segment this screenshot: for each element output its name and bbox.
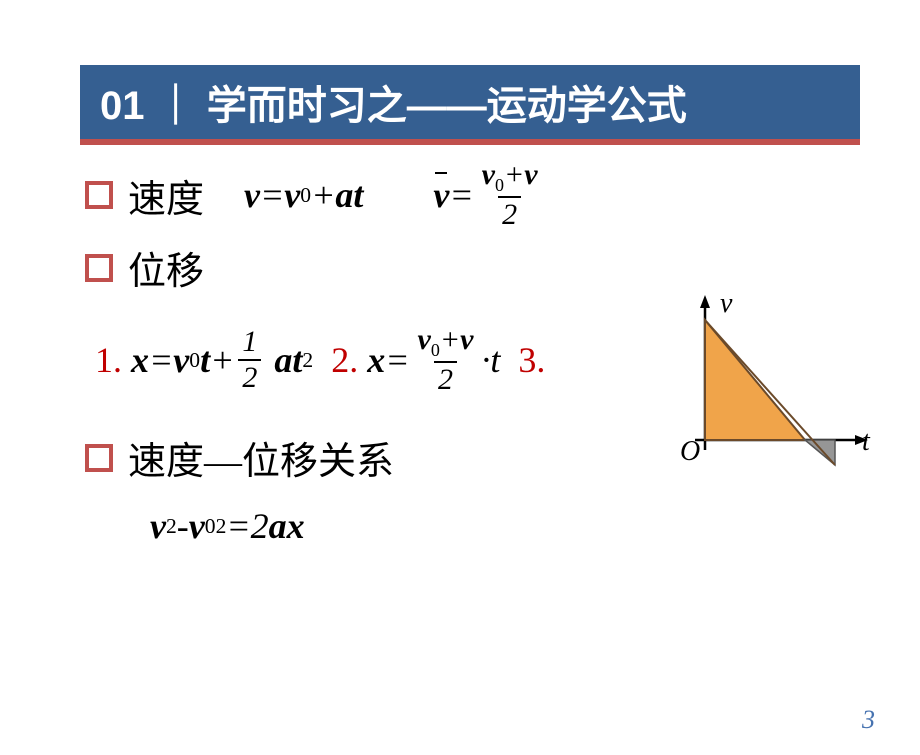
header-bar: 01 ｜ 学而时习之——运动学公式 (80, 65, 860, 139)
bullet-icon (85, 254, 113, 282)
origin-label: O (680, 436, 700, 467)
fraction: 1 2 (238, 327, 261, 393)
bullet-icon (85, 181, 113, 209)
displacement-row: 位移 (85, 240, 920, 295)
fraction: v0+v 2 (414, 325, 478, 395)
header-underline (80, 139, 860, 145)
fraction: v0+v 2 (478, 160, 542, 230)
relation-formula: v2-v02=2ax (150, 505, 920, 547)
y-axis-label: v (720, 290, 733, 319)
speed-row: 速度 v=v0+at v= v0+v 2 (85, 160, 920, 230)
speed-label: 速度 (128, 168, 204, 223)
header-title: 学而时习之——运动学公式 (207, 84, 687, 128)
header-number: 01 (100, 84, 145, 128)
frac-num: v0+v (478, 160, 542, 196)
displacement-label: 位移 (128, 240, 204, 295)
slide-header: 01 ｜ 学而时习之——运动学公式 (80, 65, 860, 145)
frac-den: 2 (498, 196, 521, 230)
speed-formula-2: v= v0+v 2 (433, 160, 545, 230)
header-sep: ｜ (156, 84, 196, 128)
graph-svg: v t O (650, 290, 880, 480)
speed-formula-1: v=v0+at (244, 174, 363, 216)
vt-graph: v t O (650, 290, 880, 480)
x-axis-label: t (862, 426, 871, 457)
page-number: 3 (862, 705, 875, 735)
relation-label: 速度—位移关系 (128, 430, 394, 485)
bullet-icon (85, 444, 113, 472)
disp-formula-2: 2. x= v0+v 2 ·t (331, 325, 500, 395)
frac-num: v0+v (414, 325, 478, 361)
disp-formula-3: 3. (518, 339, 545, 381)
disp-formula-1: 1. x=v0t+ 1 2 at2 (95, 327, 313, 393)
